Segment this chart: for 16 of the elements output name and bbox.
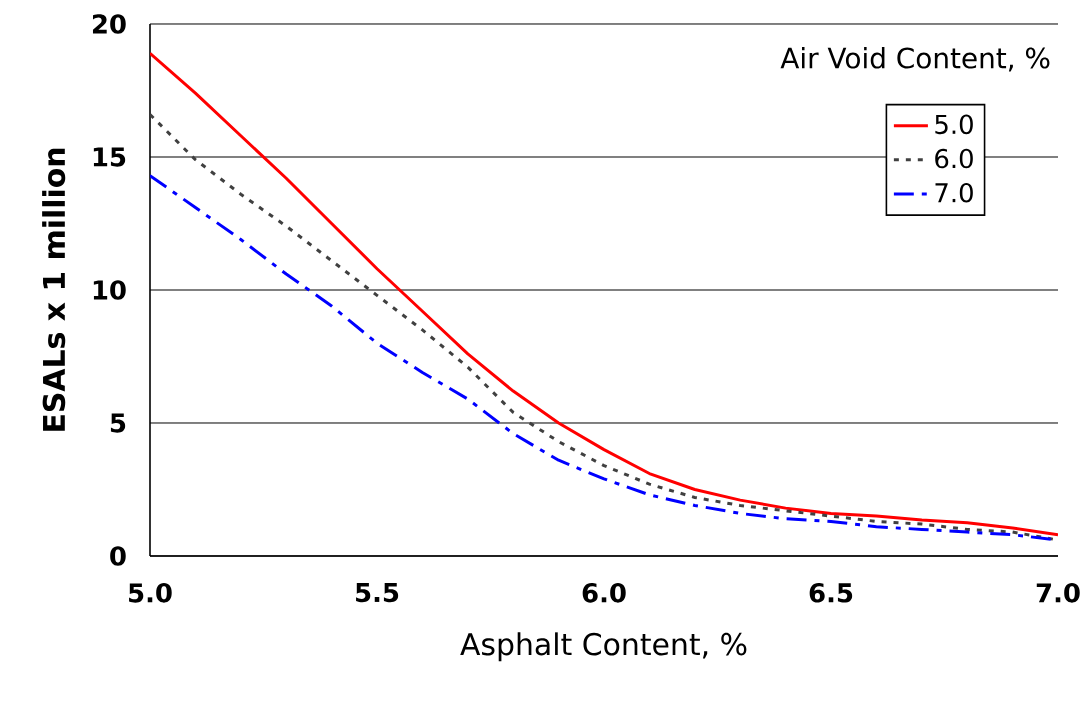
legend-title: Air Void Content, % — [780, 47, 1050, 72]
x-tick-label: 6.5 — [809, 583, 853, 603]
x-tick-label: 7.0 — [1036, 583, 1080, 603]
legend-label: 6.0 — [935, 148, 973, 169]
y-axis-title: ESALs x 1 million — [42, 148, 66, 431]
legend-label: 7.0 — [935, 182, 973, 203]
y-tick-label: 0 — [110, 546, 126, 566]
x-tick-label: 5.0 — [129, 583, 172, 603]
x-tick-label: 6.0 — [582, 583, 626, 603]
legend-label: 5.0 — [935, 114, 973, 135]
x-tick-label: 5.5 — [356, 583, 399, 603]
y-tick-label: 20 — [92, 14, 126, 34]
y-tick-label: 5 — [110, 413, 126, 433]
y-tick-label: 10 — [93, 280, 126, 300]
x-axis-title: Asphalt Content, % — [460, 632, 747, 662]
y-tick-label: 15 — [93, 147, 126, 167]
